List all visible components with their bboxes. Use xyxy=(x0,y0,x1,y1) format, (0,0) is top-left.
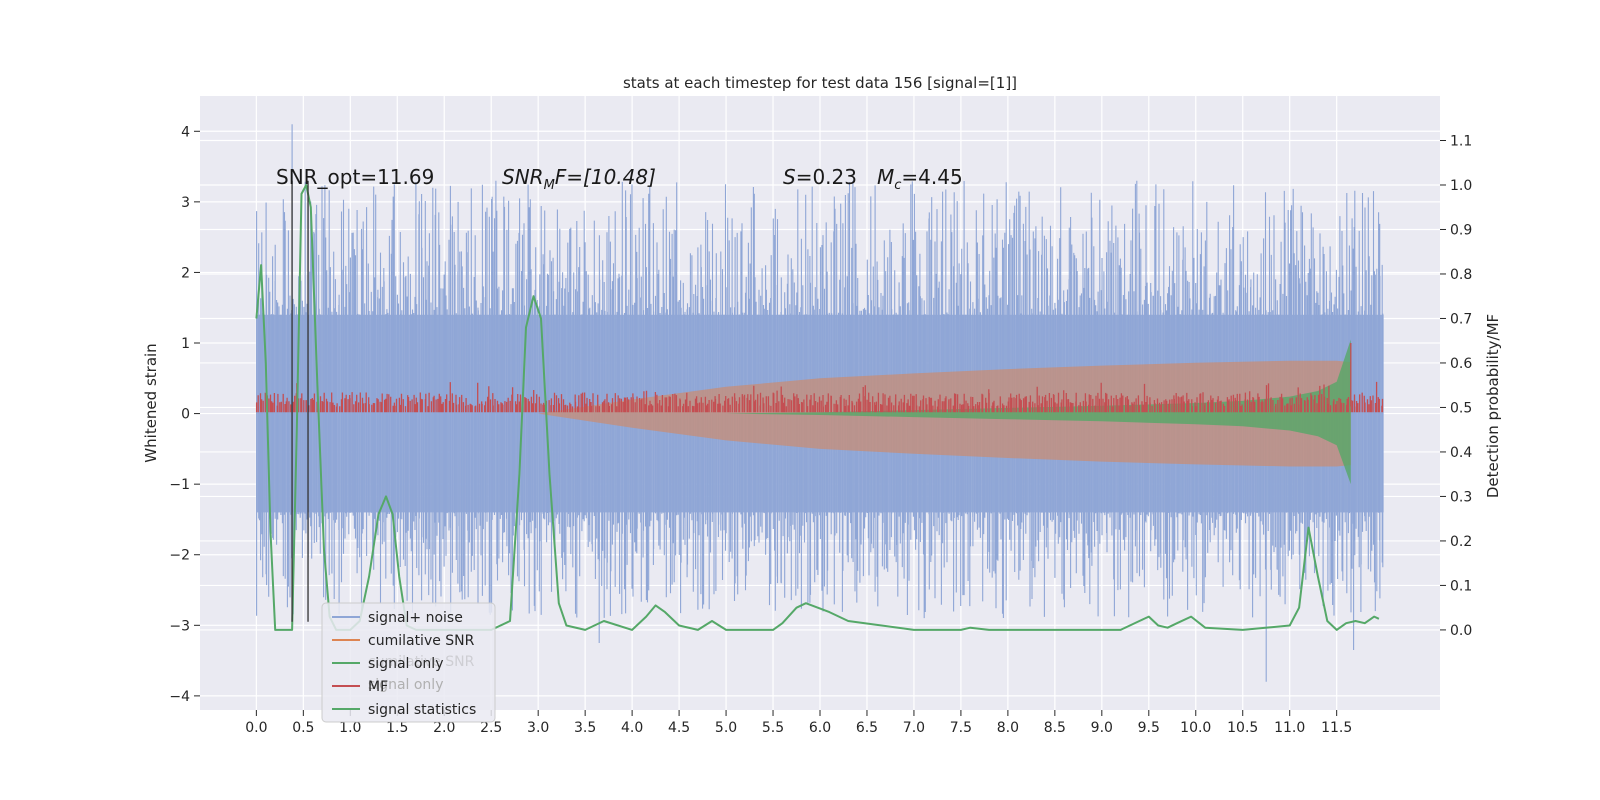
y-right-tick-label-0: 1.1 xyxy=(1450,133,1472,149)
y-right-tick-label-11: 0.0 xyxy=(1450,623,1472,639)
x-tick-label-9: 4.5 xyxy=(668,720,690,736)
legend-frame xyxy=(321,602,496,723)
y-right-tick-label-5: 0.6 xyxy=(1450,356,1472,372)
y-right-tick-label-2: 0.9 xyxy=(1450,222,1472,238)
x-tick-label-5: 2.5 xyxy=(480,720,502,736)
y-tick-label-0: 4 xyxy=(181,124,190,140)
series-layer xyxy=(255,124,1384,682)
series-mf xyxy=(255,343,1384,413)
y-tick-label-7: −3 xyxy=(169,618,190,634)
annotation-mc: Mc=4.45 xyxy=(877,165,963,193)
y-right-tick-label-8: 0.3 xyxy=(1450,489,1472,505)
annotation-snr-opt: SNR_opt=11.69 xyxy=(276,165,434,189)
y-tick-label-2: 2 xyxy=(181,265,190,281)
x-tick-label-2: 1.0 xyxy=(339,720,361,736)
x-tick-label-18: 9.0 xyxy=(1091,720,1113,736)
legend: cumilative SNR signal only signal+ noise… xyxy=(321,602,496,723)
x-tick-label-23: 11.5 xyxy=(1321,720,1352,736)
y-right-tick-label-1: 1.0 xyxy=(1450,178,1472,194)
legend-label-4: signal statistics xyxy=(368,702,476,718)
x-tick-label-7: 3.5 xyxy=(574,720,596,736)
x-tick-label-13: 6.5 xyxy=(856,720,878,736)
x-tick-label-3: 1.5 xyxy=(386,720,408,736)
legend-ghost-label-0: cumilative SNR xyxy=(368,654,475,670)
y-tick-label-6: −2 xyxy=(169,548,190,564)
annotation-group: SNR_opt=11.69 SNRMF=[10.48] S=0.23 Mc=4.… xyxy=(276,165,963,193)
y-right-axis-title: Detection probability/MF xyxy=(1484,314,1502,498)
x-tick-label-12: 6.0 xyxy=(809,720,831,736)
y-tick-label-8: −4 xyxy=(169,689,190,705)
annotation-s-value: =0.23 xyxy=(796,165,857,189)
x-tick-label-21: 10.5 xyxy=(1227,720,1258,736)
x-tick-label-20: 10.0 xyxy=(1180,720,1211,736)
y-right-tick-label-9: 0.2 xyxy=(1450,534,1472,550)
x-tick-label-15: 7.5 xyxy=(950,720,972,736)
axes: 0.0 0.5 1.0 1.5 2.0 2.5 3.0 3.5 4.0 4.5 5.0 5.5 6.0 6… xyxy=(169,124,1472,736)
chart-title: stats at each timestep for test data 156… xyxy=(623,74,1017,92)
legend-label-0: signal+ noise xyxy=(368,610,463,626)
y-right-tick-label-3: 0.8 xyxy=(1450,267,1472,283)
marker-layer xyxy=(291,180,309,622)
y-axis-title: Whitened strain xyxy=(142,343,160,462)
x-tick-label-17: 8.5 xyxy=(1044,720,1066,736)
x-tick-label-22: 11.0 xyxy=(1274,720,1305,736)
x-tick-label-8: 4.0 xyxy=(621,720,643,736)
y-tick-label-4: 0 xyxy=(181,407,190,423)
y-right-tick-label-4: 0.7 xyxy=(1450,311,1472,327)
annotation-snr-mf-sub: M xyxy=(544,178,555,193)
x-tick-label-4: 2.0 xyxy=(433,720,455,736)
annotation-s: S=0.23 xyxy=(783,165,857,189)
y-tick-label-1: 3 xyxy=(181,195,190,211)
series-signal-statistics xyxy=(255,184,1380,631)
x-tick-label-19: 9.5 xyxy=(1138,720,1160,736)
y-right-tick-label-6: 0.5 xyxy=(1450,400,1472,416)
y-tick-label-5: −1 xyxy=(169,477,190,493)
y-tick-label-3: 1 xyxy=(181,336,190,352)
annotation-mc-sub: c xyxy=(894,178,901,193)
legend-label-2: signal only xyxy=(368,656,443,672)
legend-ghost-label-1: signal only xyxy=(368,677,443,693)
y-right-tick-label-10: 0.1 xyxy=(1450,578,1472,594)
y-right-tick-label-7: 0.4 xyxy=(1450,445,1472,461)
x-tick-label-14: 7.0 xyxy=(903,720,925,736)
x-tick-label-1: 0.5 xyxy=(292,720,314,736)
legend-label-3: MF xyxy=(368,679,388,695)
x-tick-label-16: 8.0 xyxy=(997,720,1019,736)
annotation-snr-mf-symbol: SNR xyxy=(502,165,544,189)
x-tick-label-10: 5.0 xyxy=(715,720,737,736)
x-tick-label-6: 3.0 xyxy=(527,720,549,736)
x-tick-label-11: 5.5 xyxy=(762,720,784,736)
annotation-mc-symbol: M xyxy=(877,165,894,189)
annotation-snr-mf-rest: F=[10.48] xyxy=(555,165,656,189)
x-tick-label-0: 0.0 xyxy=(245,720,267,736)
annotation-mc-value: =4.45 xyxy=(901,165,962,189)
legend-label-1: cumilative SNR xyxy=(368,633,475,649)
annotation-s-symbol: S xyxy=(783,165,796,189)
annotation-snr-mf: SNRMF=[10.48] xyxy=(502,165,656,193)
